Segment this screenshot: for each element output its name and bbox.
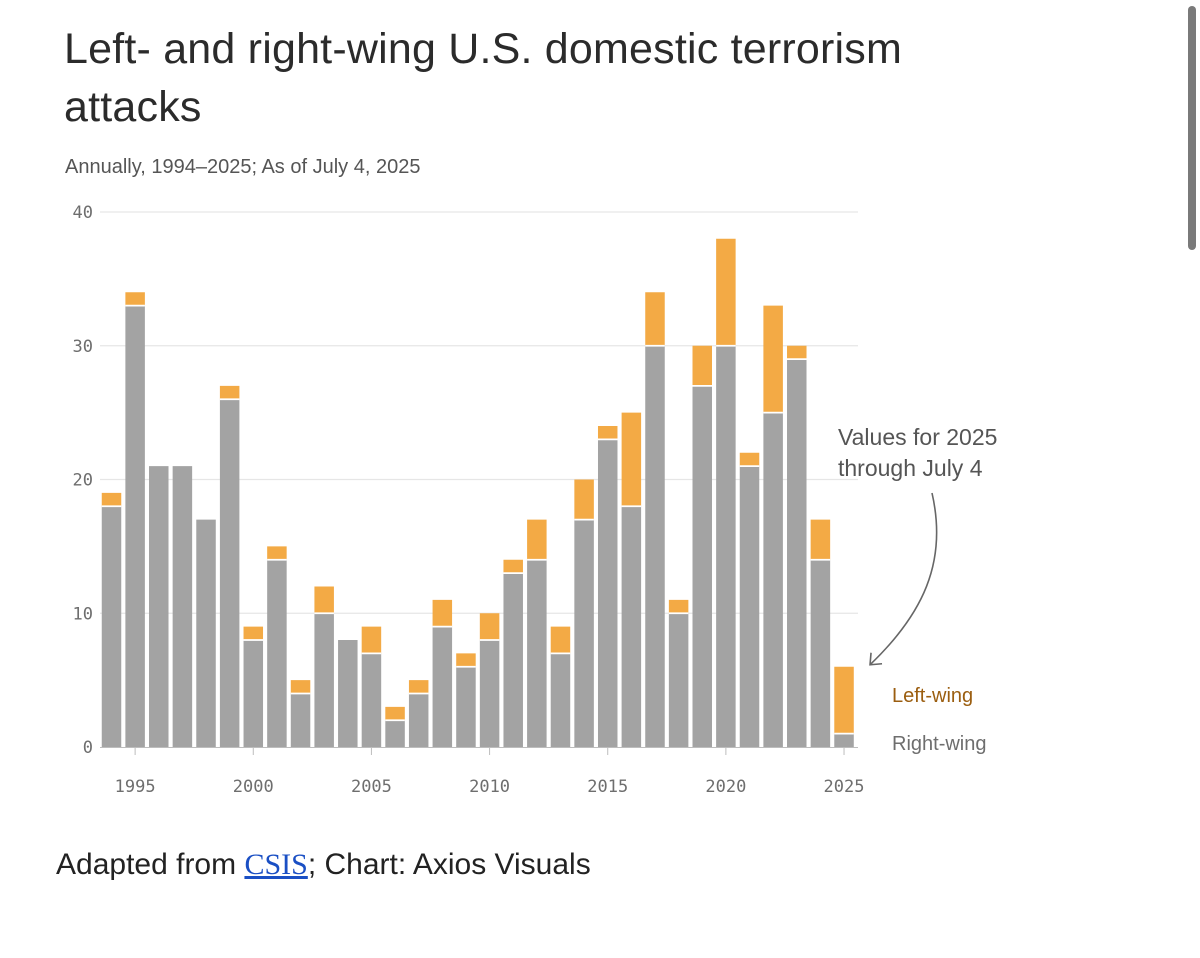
legend-left-wing: Left-wing (892, 685, 973, 707)
chart-subtitle: Annually, 1994–2025; As of July 4, 2025 (65, 156, 421, 178)
bar-right-wing-2016 (621, 506, 642, 747)
bar-left-wing-2014 (574, 479, 594, 520)
bar-right-wing-2022 (763, 412, 783, 747)
bar-left-wing-2003 (314, 586, 334, 614)
bar-right-wing-2014 (574, 519, 594, 747)
x-tick-label-2015: 2015 (587, 777, 628, 797)
annotation-line-2: through July 4 (838, 455, 983, 481)
bar-right-wing-2025 (834, 733, 854, 747)
bar-left-wing-2009 (456, 653, 476, 667)
scrollbar-thumb[interactable] (1188, 6, 1196, 250)
source-link[interactable]: CSIS (244, 848, 308, 881)
bar-left-wing-2013 (550, 626, 571, 654)
annotation: Values for 2025 through July 4 (838, 424, 997, 666)
annotation-line-1: Values for 2025 (838, 424, 997, 450)
bars (101, 238, 854, 747)
bar-left-wing-2019 (692, 345, 712, 386)
x-axis-ticks: 1995 2000 2005 2010 2015 2020 2025 (115, 747, 865, 797)
bar-left-wing-2018 (668, 599, 689, 614)
bar-right-wing-2007 (408, 693, 429, 747)
stacked-bar-chart: 0 10 20 30 40 1995 2000 2005 2010 2015 2020 2025 V… (73, 203, 998, 797)
bar-right-wing-2006 (385, 720, 405, 747)
bar-left-wing-2006 (385, 706, 405, 721)
bar-right-wing-1994 (101, 506, 122, 747)
bar-right-wing-2002 (290, 693, 311, 747)
legend: Left-wing Right-wing (892, 685, 986, 755)
bar-right-wing-2012 (527, 559, 547, 747)
bar-right-wing-2015 (597, 439, 618, 747)
y-tick-label-20: 20 (73, 471, 93, 491)
source-suffix: ; Chart: Axios Visuals (307, 848, 591, 881)
bar-left-wing-1999 (219, 385, 240, 400)
bar-left-wing-2017 (645, 292, 665, 346)
bar-left-wing-2001 (267, 546, 287, 560)
bar-left-wing-2021 (739, 452, 760, 467)
y-tick-label-0: 0 (83, 738, 93, 758)
bar-right-wing-2021 (739, 466, 760, 747)
y-tick-label-30: 30 (73, 337, 93, 357)
x-tick-label-2020: 2020 (705, 777, 746, 797)
bar-right-wing-2009 (456, 666, 476, 747)
x-tick-label-2000: 2000 (233, 777, 274, 797)
bar-left-wing-2016 (621, 412, 642, 507)
bar-right-wing-2000 (243, 640, 264, 747)
x-tick-label-2005: 2005 (351, 777, 392, 797)
bar-right-wing-1999 (219, 399, 240, 747)
bar-left-wing-2008 (432, 599, 453, 627)
bar-right-wing-2011 (503, 573, 523, 747)
bar-left-wing-2015 (597, 426, 618, 440)
bar-left-wing-2002 (290, 680, 311, 694)
bar-right-wing-1998 (196, 519, 216, 747)
bar-right-wing-2019 (692, 385, 712, 747)
bar-left-wing-2023 (787, 345, 807, 360)
bar-right-wing-1995 (125, 305, 145, 747)
bar-left-wing-2000 (243, 626, 264, 640)
x-tick-label-2025: 2025 (824, 777, 865, 797)
bar-left-wing-1994 (101, 492, 122, 507)
bar-left-wing-2020 (716, 238, 736, 346)
bar-right-wing-2023 (787, 359, 807, 747)
source-prefix: Adapted from (56, 848, 245, 881)
bar-right-wing-2020 (716, 345, 736, 747)
y-axis-ticks: 0 10 20 30 40 (73, 203, 93, 758)
bar-right-wing-2013 (550, 653, 571, 747)
bar-right-wing-2003 (314, 613, 334, 747)
bar-right-wing-1997 (172, 466, 193, 747)
y-tick-label-40: 40 (73, 203, 93, 223)
annotation-arrow (869, 492, 938, 666)
x-tick-label-1995: 1995 (115, 777, 156, 797)
bar-right-wing-2010 (479, 640, 500, 747)
bar-right-wing-2005 (361, 653, 382, 747)
bar-left-wing-2010 (479, 613, 500, 640)
bar-right-wing-2024 (810, 559, 831, 747)
bar-left-wing-2024 (810, 519, 831, 560)
annotation-arrowhead (869, 652, 883, 666)
bar-left-wing-2007 (408, 680, 429, 694)
bar-left-wing-1995 (125, 292, 145, 306)
bar-right-wing-1996 (149, 466, 169, 747)
bar-left-wing-2011 (503, 559, 523, 574)
bar-right-wing-2017 (645, 345, 665, 747)
chart-title: Left- and right-wing U.S. domestic terro… (64, 25, 903, 131)
bar-left-wing-2005 (361, 626, 382, 654)
bar-left-wing-2022 (763, 305, 783, 413)
bar-left-wing-2012 (527, 519, 547, 560)
source-credit: Adapted from CSIS; Chart: Axios Visuals (56, 848, 591, 882)
y-tick-label-10: 10 (73, 604, 93, 624)
bar-left-wing-2025 (834, 666, 854, 734)
x-tick-label-2010: 2010 (469, 777, 510, 797)
bar-right-wing-2018 (668, 613, 689, 747)
bar-right-wing-2008 (432, 626, 453, 747)
legend-right-wing: Right-wing (892, 733, 986, 755)
bar-right-wing-2004 (338, 640, 358, 747)
bar-right-wing-2001 (267, 559, 287, 747)
